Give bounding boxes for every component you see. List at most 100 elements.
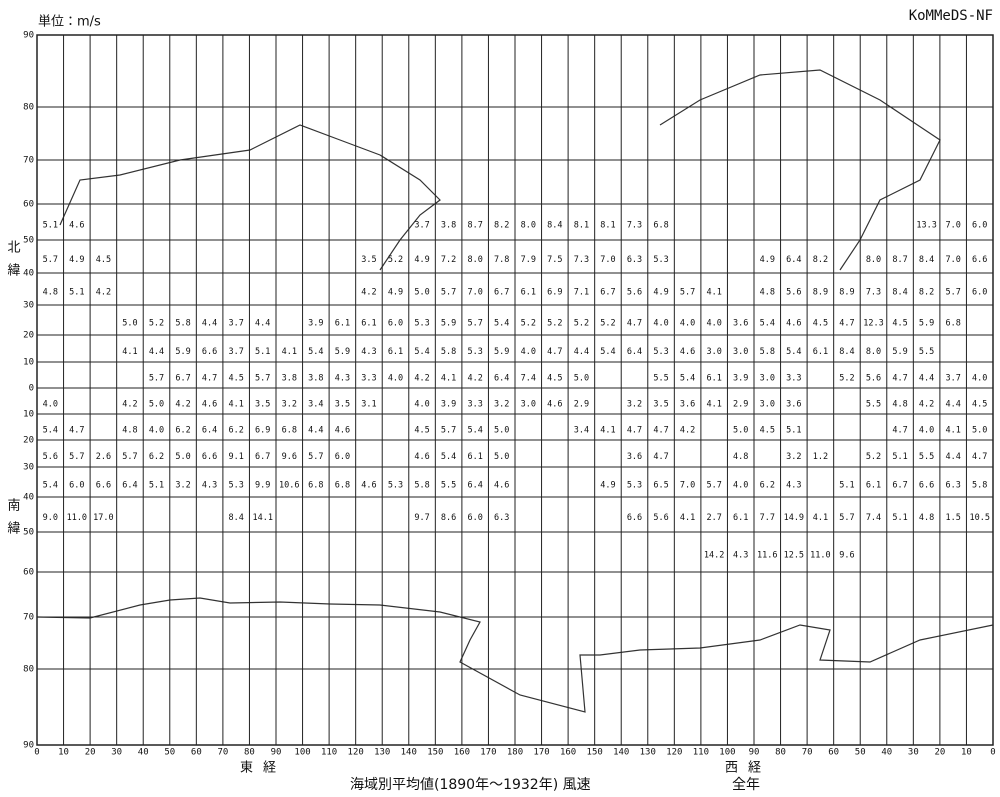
wind-speed-value: 3.0 [706,347,721,357]
wind-speed-value: 8.0 [866,255,881,265]
wind-speed-value: 3.7 [228,319,243,329]
wind-speed-value: 3.0 [760,374,775,384]
wind-speed-value: 6.0 [69,481,84,491]
wind-speed-value: 14.2 [704,551,724,561]
wind-speed-value: 3.6 [733,319,748,329]
wind-speed-value: 7.1 [574,288,589,298]
wind-speed-value: 4.3 [361,347,376,357]
wind-speed-value: 5.4 [467,426,482,436]
west-label: 西経 [725,761,771,776]
longitude-label: 50 [855,748,866,758]
wind-speed-value: 5.4 [441,452,456,462]
wind-speed-value: 6.9 [547,288,562,298]
wind-speed-value: 4.7 [839,319,854,329]
wind-speed-value: 4.6 [494,481,509,491]
wind-speed-value: 9.0 [43,513,58,523]
wind-speed-value: 1.5 [945,513,960,523]
wind-speed-value: 4.9 [653,288,668,298]
wind-speed-value: 4.7 [627,319,642,329]
wind-speed-value: 7.0 [467,288,482,298]
longitude-label: 20 [85,748,96,758]
wind-speed-value: 8.2 [494,221,509,231]
wind-speed-value: 2.7 [706,513,721,523]
longitude-label: 0 [34,748,39,758]
wind-speed-value: 9.9 [255,481,270,491]
wind-speed-value: 5.0 [574,374,589,384]
wind-speed-value: 4.0 [733,481,748,491]
wind-speed-value: 7.0 [945,255,960,265]
wind-speed-value: 4.7 [892,374,907,384]
longitude-label: 180 [507,748,523,758]
latitude-label: 0 [29,384,34,394]
wind-speed-value: 5.2 [388,255,403,265]
wind-speed-value: 8.1 [574,221,589,231]
longitude-label: 90 [271,748,282,758]
wind-speed-value: 4.1 [282,347,297,357]
wind-speed-value: 5.8 [972,481,987,491]
wind-speed-value: 6.1 [813,347,828,357]
wind-speed-value: 4.1 [706,400,721,410]
wind-speed-value: 4.3 [733,551,748,561]
wind-speed-value: 5.7 [255,374,270,384]
wind-speed-value: 5.1 [786,426,801,436]
wind-speed-value: 5.2 [600,319,615,329]
longitude-label: 120 [348,748,364,758]
wind-speed-value: 4.3 [202,481,217,491]
wind-speed-value: 5.4 [414,347,429,357]
longitude-label: 70 [802,748,813,758]
wind-speed-value: 8.9 [813,288,828,298]
wind-speed-value: 3.4 [308,400,323,410]
caption-period: 全年 [732,777,760,793]
wind-speed-value: 4.2 [680,426,695,436]
wind-speed-value: 4.8 [43,288,58,298]
wind-speed-value: 5.8 [760,347,775,357]
latitude-label: 20 [23,331,34,341]
wind-speed-value: 5.2 [149,319,164,329]
wind-speed-value: 4.9 [600,481,615,491]
wind-speed-value: 6.7 [175,374,190,384]
wind-speed-value: 11.0 [810,551,830,561]
wind-speed-value: 4.2 [175,400,190,410]
wind-speed-value: 3.7 [228,347,243,357]
wind-speed-value: 7.0 [600,255,615,265]
wind-speed-value: 6.1 [335,319,350,329]
wind-speed-value: 17.0 [93,513,113,523]
wind-speed-value: 6.5 [653,481,668,491]
wind-speed-value: 5.1 [839,481,854,491]
wind-speed-value: 4.3 [786,481,801,491]
wind-speed-value: 5.6 [43,452,58,462]
wind-speed-value: 11.0 [67,513,87,523]
wind-speed-value: 3.2 [282,400,297,410]
wind-speed-value: 3.2 [175,481,190,491]
wind-speed-value: 14.1 [252,513,272,523]
wind-speed-value: 5.1 [43,221,58,231]
longitude-label: 100 [294,748,310,758]
latitude-label: 80 [23,665,34,675]
wind-speed-value: 5.4 [760,319,775,329]
wind-speed-value: 7.7 [760,513,775,523]
wind-speed-value: 5.9 [494,347,509,357]
wind-speed-value: 3.0 [760,400,775,410]
latitude-label: 90 [23,741,34,751]
wind-speed-value: 5.7 [308,452,323,462]
wind-speed-value: 6.1 [388,347,403,357]
wind-speed-value: 6.3 [945,481,960,491]
wind-speed-value: 4.5 [972,400,987,410]
wind-speed-value: 4.6 [547,400,562,410]
wind-speed-value: 7.8 [494,255,509,265]
wind-speed-value: 7.2 [441,255,456,265]
wind-speed-value: 5.0 [494,426,509,436]
wind-speed-value: 5.4 [43,426,58,436]
wind-speed-value: 5.3 [653,347,668,357]
wind-speed-value: 3.5 [335,400,350,410]
wind-speed-value: 7.5 [547,255,562,265]
code-label: KoMMeDS-NF [909,8,993,24]
north-label: 北緯 [5,240,21,286]
wind-speed-value: 7.3 [866,288,881,298]
longitude-label: 160 [454,748,470,758]
wind-speed-value: 6.4 [494,374,509,384]
wind-speed-value: 4.2 [467,374,482,384]
wind-speed-value: 6.6 [96,481,111,491]
wind-speed-value: 4.1 [945,426,960,436]
